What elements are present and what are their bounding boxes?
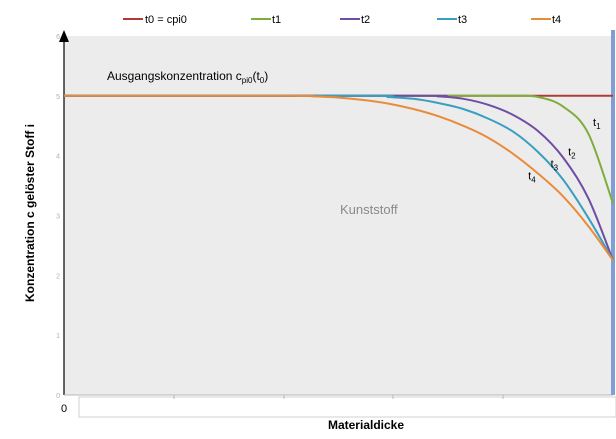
legend-label-t0: t0 = cpi0 (145, 14, 187, 26)
x-axis-title: Materialdicke (328, 418, 404, 432)
curve-label-t2: t2 (568, 147, 576, 161)
x-tick-label-0: 0 (61, 403, 67, 415)
region-label-kunststoff: Kunststoff (340, 202, 398, 217)
y-axis-arrow-icon (59, 30, 69, 42)
y-tick-label: 6 (56, 34, 60, 41)
legend-label-t3: t3 (458, 14, 467, 26)
plot-area (64, 36, 613, 395)
initial-concentration-label: Ausgangskonzentration cpi0(t0) (107, 69, 268, 85)
curve-labels: t1 t2 t3 t4 (528, 117, 601, 185)
series-line-t3 (63, 94, 614, 261)
y-tick-label: 5 (56, 94, 60, 101)
legend-label-t2: t2 (361, 14, 370, 26)
y-axis-title: Konzentration c gelöster Stoff i (23, 124, 37, 302)
legend: t0 = cpi0 t1 t2 t3 t4 (123, 14, 561, 26)
curve-label-t4: t4 (528, 171, 536, 185)
y-tick-label: 4 (56, 154, 60, 161)
x-tick-marks (173, 395, 504, 399)
series-line-t4 (63, 94, 614, 261)
y-tick-labels: 0 1 2 3 4 5 6 (56, 34, 60, 400)
curve-label-t1: t1 (593, 117, 601, 131)
series-lines (63, 94, 614, 261)
y-tick-label: 2 (56, 273, 60, 280)
legend-label-t1: t1 (272, 14, 281, 26)
legend-label-t4: t4 (552, 14, 561, 26)
y-tick-label: 1 (56, 333, 60, 340)
curve-label-t3: t3 (551, 159, 559, 173)
y-tick-label: 3 (56, 214, 60, 221)
category-strip (78, 396, 616, 418)
y-tick-label: 0 (56, 393, 60, 400)
